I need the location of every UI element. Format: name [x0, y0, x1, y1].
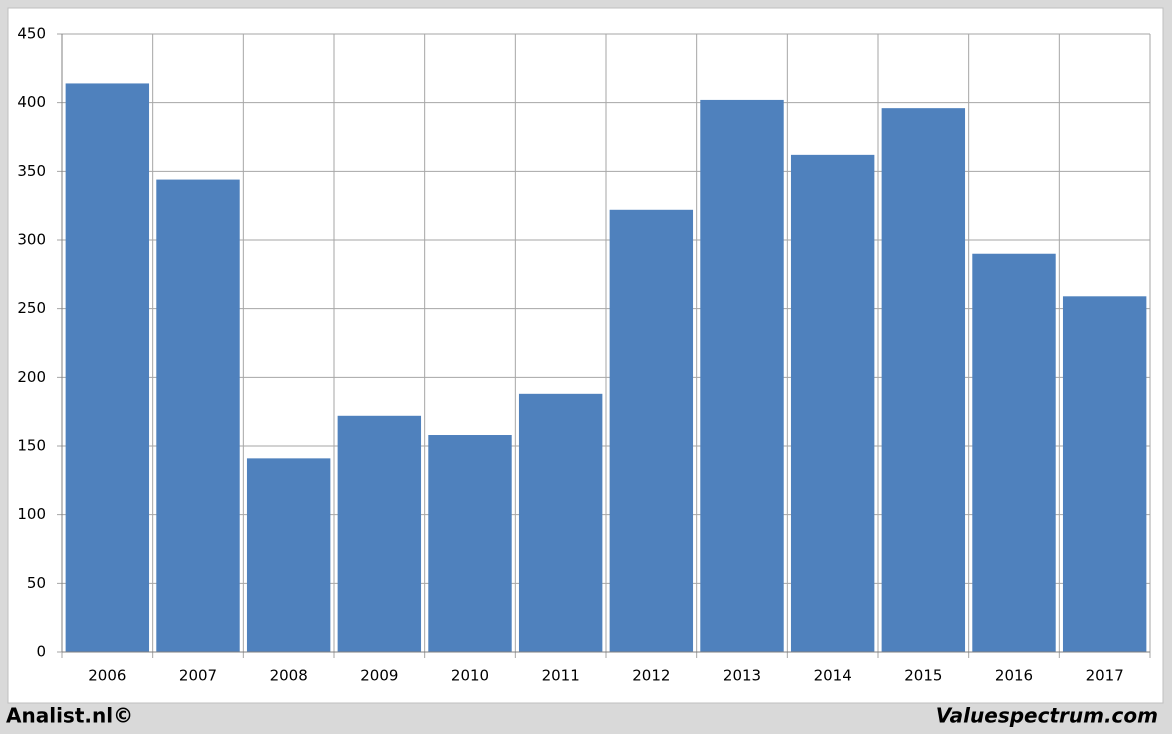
y-tick-label: 450	[17, 25, 46, 43]
x-tick-label: 2007	[179, 667, 217, 685]
y-tick-label: 50	[27, 574, 46, 592]
bar	[881, 108, 966, 652]
x-tick-label: 2012	[632, 667, 670, 685]
x-tick-label: 2013	[723, 667, 761, 685]
y-tick-label: 400	[17, 93, 46, 111]
bar	[700, 99, 784, 653]
y-tick-label: 0	[36, 643, 46, 661]
bar	[337, 415, 422, 652]
bar	[1062, 296, 1147, 652]
y-tick-label: 250	[17, 299, 46, 317]
x-tick-label: 2009	[360, 667, 398, 685]
footer-right: Valuespectrum.com	[936, 704, 1158, 728]
bar	[65, 83, 150, 652]
bar	[246, 458, 331, 652]
x-tick-label: 2016	[995, 667, 1033, 685]
x-tick-label: 2008	[270, 667, 308, 685]
bar	[790, 154, 875, 652]
y-tick-label: 100	[17, 505, 46, 523]
bar	[428, 435, 512, 652]
bar	[609, 209, 694, 652]
bar	[156, 179, 240, 652]
bar	[972, 253, 1056, 652]
x-tick-label: 2017	[1086, 667, 1124, 685]
x-tick-label: 2015	[904, 667, 942, 685]
y-tick-label: 200	[17, 368, 46, 386]
x-tick-label: 2006	[88, 667, 126, 685]
y-tick-label: 300	[17, 231, 46, 249]
y-tick-label: 350	[17, 162, 46, 180]
bar	[518, 393, 603, 652]
x-tick-label: 2011	[542, 667, 580, 685]
footer-left: Analist.nl©	[6, 704, 133, 728]
y-tick-label: 150	[17, 437, 46, 455]
x-tick-label: 2014	[814, 667, 852, 685]
x-tick-label: 2010	[451, 667, 489, 685]
